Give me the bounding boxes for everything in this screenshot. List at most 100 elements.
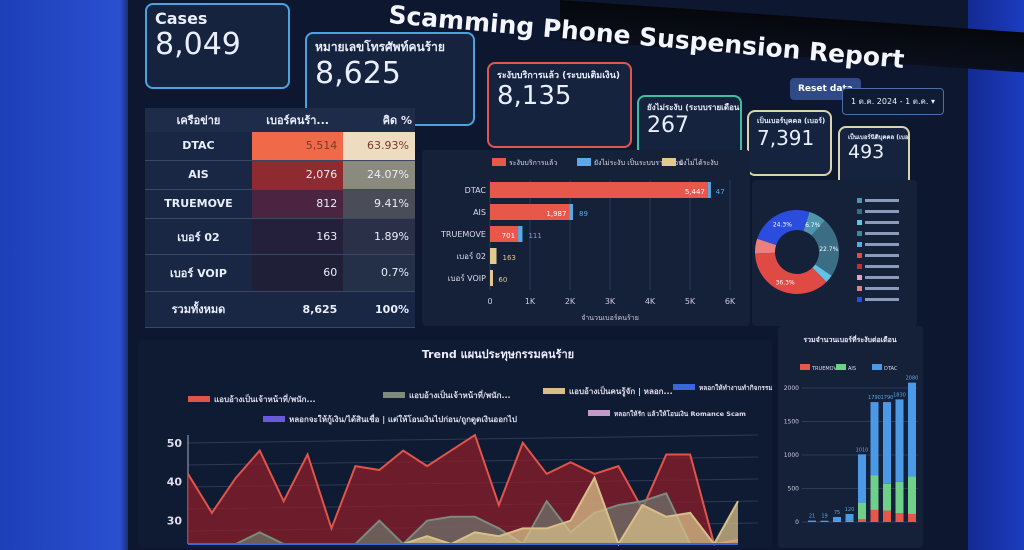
- data-label: 19: [821, 514, 827, 520]
- y-tick-label: 1500: [784, 419, 799, 426]
- x-tick-label: 6K: [725, 297, 736, 306]
- monthly-bar-chart: รวมจำนวนเบอร์ที่ระงับต่อเดือน TRUEMOVE AIS…: [778, 326, 923, 548]
- slice-label: 36.3%: [776, 280, 795, 287]
- legend-swatch: [662, 158, 676, 166]
- bar: [569, 204, 574, 220]
- area-series: [188, 477, 738, 544]
- card-value: 8,049: [155, 27, 241, 62]
- bar-segment: [820, 520, 829, 522]
- legend-text-blur: [865, 254, 899, 257]
- legend-label: แอบอ้างเป็นเจ้าหน้าที่/พนัก...: [214, 393, 316, 404]
- card-label: เป็นเบอร์บุคคล (เบอร์): [757, 117, 826, 125]
- table-cell: AIS: [145, 160, 252, 190]
- card-individual: เป็นเบอร์บุคคล (เบอร์) 7,391: [747, 110, 832, 176]
- card-suspended: ระงับบริการแล้ว (ระบบเติมเงิน) 8,135: [487, 62, 632, 148]
- table-cell: DTAC: [145, 132, 252, 161]
- bar: [518, 226, 523, 242]
- card-value: 7,391: [757, 126, 815, 150]
- legend-swatch: [673, 384, 695, 390]
- table-cell: 163: [251, 218, 344, 256]
- data-label: 120: [845, 507, 855, 513]
- card-label: Cases: [155, 9, 208, 28]
- bar-segment: [908, 513, 916, 522]
- bar: [490, 226, 519, 242]
- legend-swatch: [857, 286, 862, 291]
- donut-slice: [811, 220, 839, 276]
- bar-segment: [833, 516, 841, 521]
- column-header[interactable]: เบอร์คนร้า...: [251, 108, 344, 132]
- bar-segment: [895, 399, 904, 482]
- column-header[interactable]: เครือข่าย: [145, 108, 252, 132]
- table-cell: 24.07%: [343, 160, 415, 190]
- legend-text-blur: [865, 221, 899, 224]
- table-row[interactable]: AIS 2,076 24.07%: [145, 160, 415, 190]
- legend-label: หลอกให้รัก แล้วให้โอนเงิน Romance Scam: [614, 409, 746, 418]
- legend-swatch: [857, 242, 862, 247]
- y-tick-label: 50: [167, 437, 183, 450]
- bar-segment: [858, 519, 866, 522]
- data-label: 89: [579, 210, 588, 218]
- legend-text-blur: [865, 232, 899, 235]
- legend-swatch: [857, 220, 862, 225]
- table-row[interactable]: เบอร์ 02 163 1.89%: [145, 218, 415, 256]
- bar-segment: [908, 476, 916, 514]
- network-bar-chart: ระงับบริการแล้ว ยังไม่ระงับ เป็นระบบรายเด…: [422, 150, 750, 326]
- x-axis-label: จำนวนเบอร์คนร้าย: [581, 314, 639, 322]
- bar-segment: [870, 509, 879, 522]
- slice-label: 22.7%: [819, 246, 838, 253]
- legend-swatch: [857, 231, 862, 236]
- bar-segment: [858, 454, 866, 503]
- card-label: ระงับบริการแล้ว (ระบบเติมเงิน): [497, 71, 620, 81]
- network-table: เครือข่าย เบอร์คนร้า... คิด % DTAC 5,514 6…: [145, 108, 415, 329]
- card-cases: Cases 8,049: [145, 3, 290, 89]
- legend-swatch: [857, 198, 862, 203]
- table-row[interactable]: TRUEMOVE 812 9.41%: [145, 189, 415, 219]
- legend-label: DTAC: [884, 366, 898, 372]
- legend-swatch: [188, 396, 210, 402]
- chart-title: รวมจำนวนเบอร์ที่ระงับต่อเดือน: [803, 334, 897, 344]
- card-value: 8,135: [497, 81, 572, 111]
- bar: [490, 270, 493, 286]
- x-tick-label: 1K: [525, 297, 536, 306]
- data-label: 21: [809, 514, 815, 520]
- data-label: 1,987: [546, 210, 566, 218]
- legend-swatch: [492, 158, 506, 166]
- table-cell: 100%: [343, 291, 415, 329]
- legend-swatch: [857, 264, 862, 269]
- bar-segment: [845, 513, 854, 521]
- x-tick-label: 2K: [565, 297, 576, 306]
- legend-text-blur: [865, 298, 899, 301]
- table-cell: รวมทั้งหมด: [145, 291, 252, 329]
- table-row[interactable]: DTAC 5,514 63.93%: [145, 132, 415, 161]
- bar-segment: [870, 402, 879, 476]
- x-tick-label: 0: [487, 297, 492, 306]
- y-tick-label: 40: [167, 476, 183, 489]
- donut-chart: 6.7% 22.7% 36.3% 24.3%: [752, 180, 917, 326]
- chevron-down-icon: ▾: [930, 97, 935, 106]
- legend-swatch: [836, 364, 846, 370]
- donut-slice: [755, 252, 827, 294]
- legend-text-blur: [865, 210, 899, 213]
- card-corporate: เป็นเบอร์นิติบุคคล (เบอร์) 493: [838, 126, 910, 188]
- bar-segment: [895, 513, 904, 522]
- date-range-select[interactable]: 1 ต.ค. 2024 - 1 ต.ค. ▾: [842, 88, 944, 115]
- trend-chart: Trend แผนประทุษกรรมคนร้าย แอบอ้างเป็นเจ้า…: [138, 340, 772, 548]
- data-label: 75: [834, 510, 840, 516]
- bar: [707, 182, 711, 198]
- legend-label: AIS: [848, 366, 856, 372]
- table-row[interactable]: เบอร์ VOIP 60 0.7%: [145, 254, 415, 292]
- bar: [490, 204, 570, 220]
- table-cell: 63.93%: [343, 132, 415, 161]
- slice-label: 24.3%: [773, 222, 792, 229]
- legend-swatch: [872, 364, 882, 370]
- table-cell: 1.89%: [343, 218, 415, 256]
- table-row[interactable]: รวมทั้งหมด 8,625 100%: [145, 291, 415, 329]
- table-cell: 2,076: [251, 160, 344, 190]
- legend-text-blur: [865, 287, 899, 290]
- legend-label: ระงับบริการแล้ว: [509, 159, 557, 167]
- column-header[interactable]: คิด %: [343, 108, 415, 132]
- line-series: [188, 492, 738, 546]
- slice-label: 6.7%: [805, 222, 821, 229]
- bar: [490, 182, 708, 198]
- legend-label: TRUEMOVE: [811, 366, 840, 372]
